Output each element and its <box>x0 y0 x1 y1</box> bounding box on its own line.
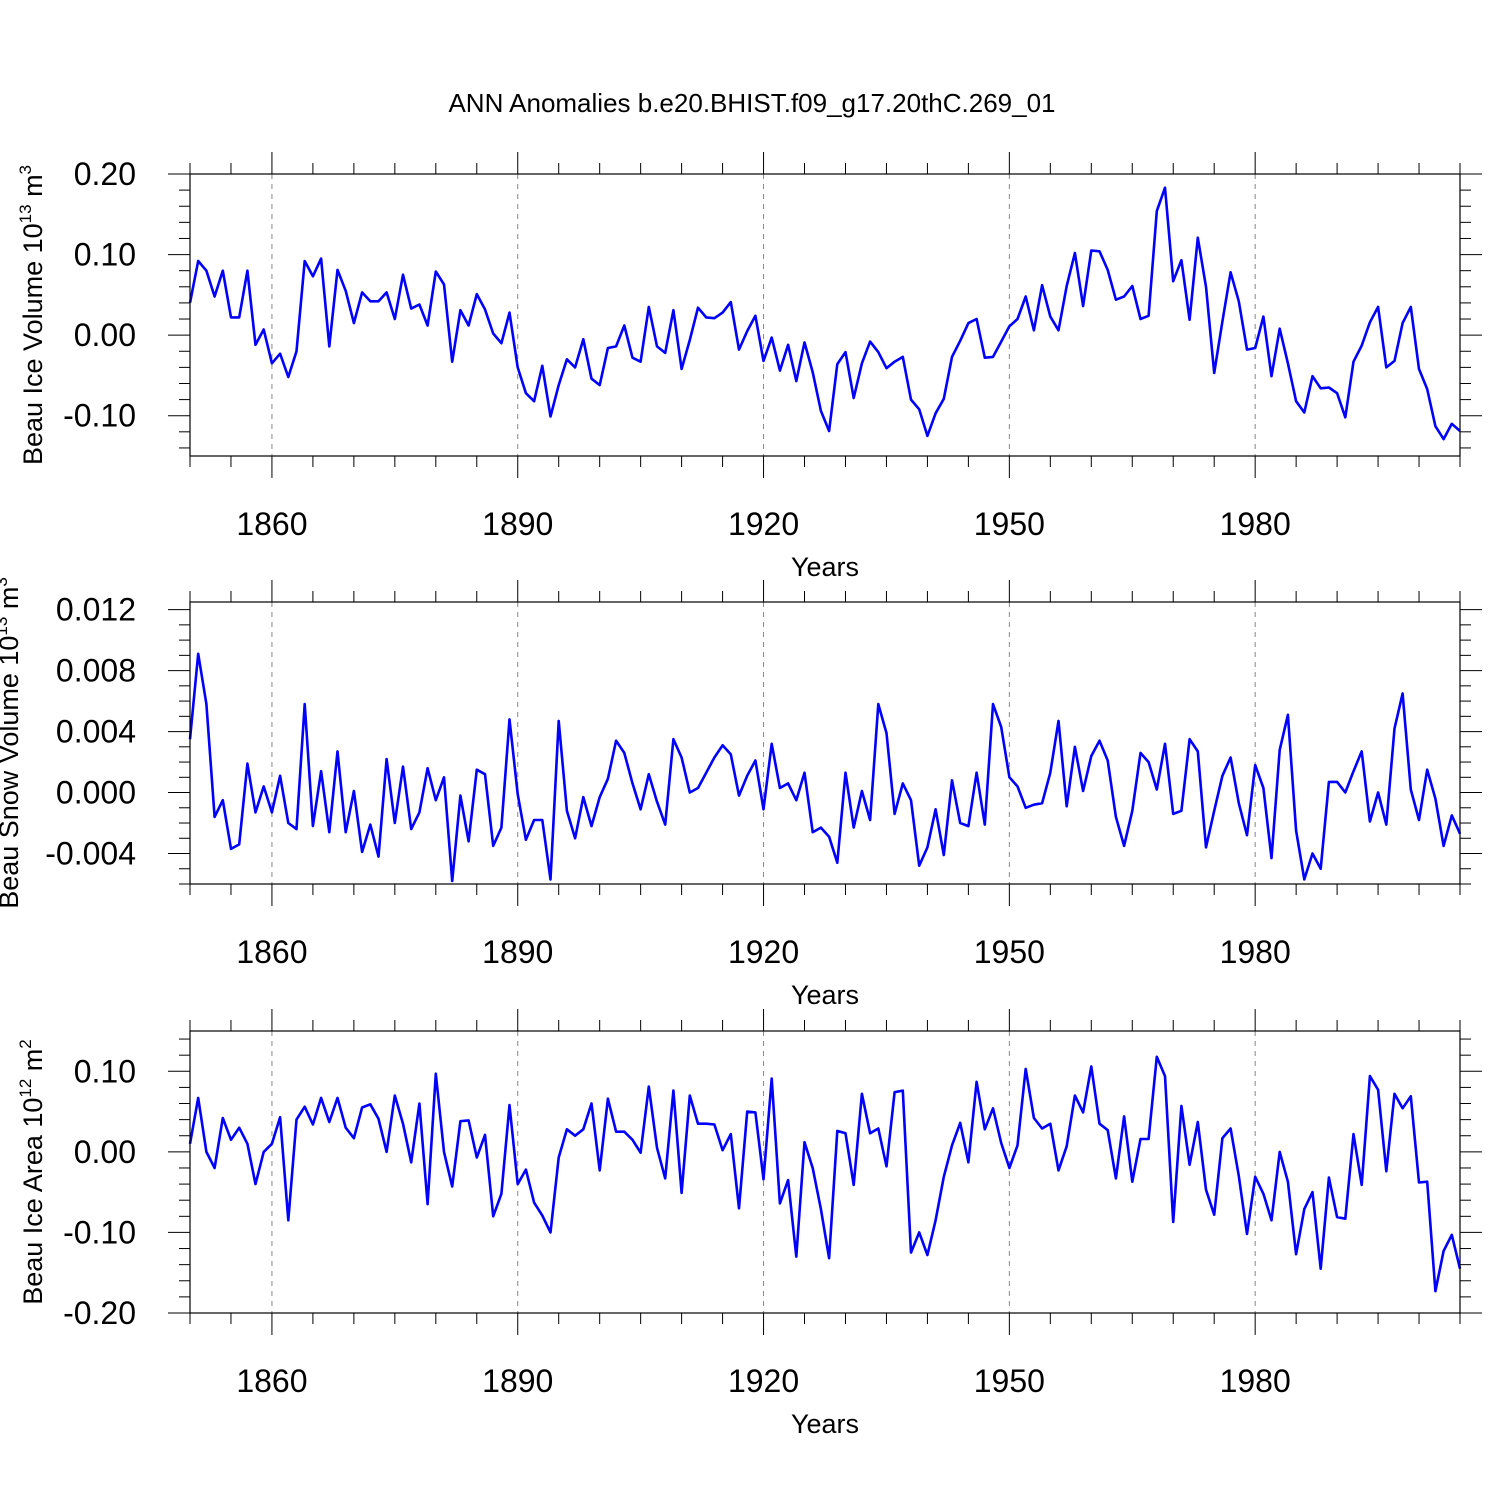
x-axis-title: Years <box>791 980 859 1010</box>
plot-frame <box>189 173 1461 457</box>
plot-frame <box>189 1030 1461 1314</box>
y-tick-label: -0.10 <box>63 1214 136 1250</box>
y-tick-label: 0.012 <box>56 592 136 628</box>
x-tick-label: 1890 <box>482 934 553 970</box>
y-tick-label: -0.004 <box>45 836 136 872</box>
x-tick-label: 1950 <box>974 934 1045 970</box>
x-tick-label: 1980 <box>1220 934 1291 970</box>
x-axis-title: Years <box>791 552 859 582</box>
x-tick-label: 1920 <box>728 1363 799 1399</box>
x-tick-label: 1860 <box>236 506 307 542</box>
x-tick-label: 1920 <box>728 506 799 542</box>
series-line <box>188 186 1461 441</box>
y-tick-label: 0.008 <box>56 653 136 689</box>
chart-title: ANN Anomalies b.e20.BHIST.f09_g17.20thC.… <box>448 88 1055 118</box>
y-tick-label: 0.00 <box>74 1134 136 1170</box>
y-axis-title: Beau Ice Area 1012 m2 <box>16 1039 48 1305</box>
panels: 1860 1890 1920 1950 1980 -0.10 0.00 0.10 0.20 Yea… <box>0 152 1482 1439</box>
plot-frame <box>189 601 1461 885</box>
y-axis-title: Beau Ice Volume 1013 m3 <box>16 165 48 465</box>
y-tick-label: 0.10 <box>74 237 136 273</box>
y-tick-label: 0.10 <box>74 1053 136 1089</box>
panel-snow-volume: 1860 1890 1920 1950 1980 -0.004 0.000 0.004 0.00… <box>0 577 1482 1010</box>
y-tick-label: 0.000 <box>56 775 136 811</box>
x-tick-label: 1860 <box>236 934 307 970</box>
x-tick-label: 1980 <box>1220 506 1291 542</box>
x-tick-label: 1950 <box>974 506 1045 542</box>
panel-ice-volume: 1860 1890 1920 1950 1980 -0.10 0.00 0.10 0.20 Yea… <box>16 152 1482 582</box>
x-tick-label: 1980 <box>1220 1363 1291 1399</box>
x-tick-label: 1890 <box>482 506 553 542</box>
y-tick-label: 0.00 <box>74 317 136 353</box>
panel-ice-area: 1860 1890 1920 1950 1980 -0.20 -0.10 0.00 0.10 Ye… <box>16 1009 1482 1439</box>
x-tick-label: 1890 <box>482 1363 553 1399</box>
series-line <box>188 652 1462 883</box>
x-tick-label: 1950 <box>974 1363 1045 1399</box>
series-line <box>188 1055 1462 1293</box>
y-tick-label: 0.004 <box>56 714 136 750</box>
x-tick-label: 1920 <box>728 934 799 970</box>
x-axis-title: Years <box>791 1409 859 1439</box>
y-tick-label: -0.20 <box>63 1295 136 1331</box>
x-tick-label: 1860 <box>236 1363 307 1399</box>
y-tick-label: 0.20 <box>74 156 136 192</box>
y-axis-title: Beau Snow Volume 1013 m3 <box>0 577 24 909</box>
y-tick-label: -0.10 <box>63 398 136 434</box>
